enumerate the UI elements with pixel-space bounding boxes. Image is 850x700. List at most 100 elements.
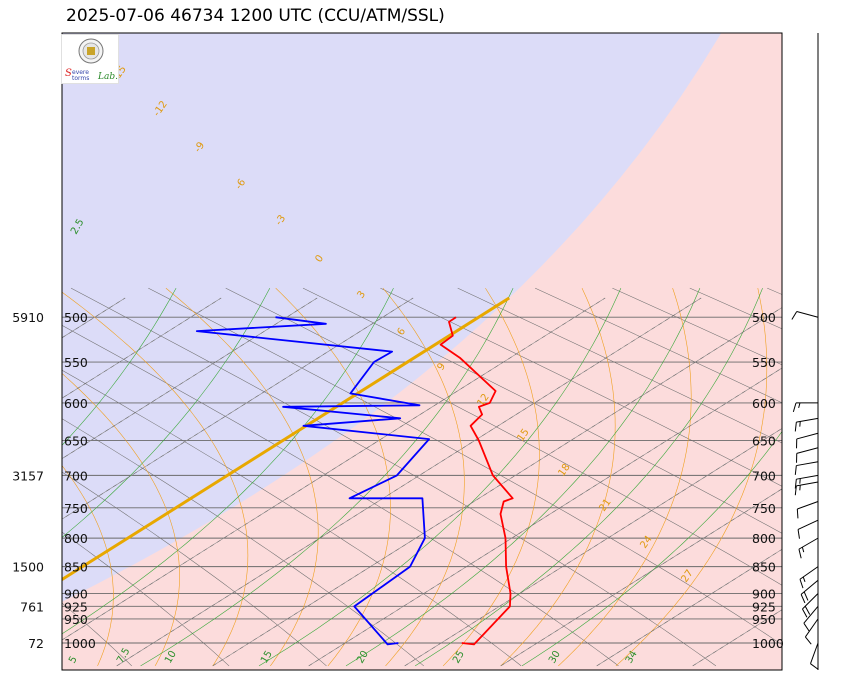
- dry-adiabat: [62, 471, 327, 667]
- moist-adiabat-label: 0: [313, 253, 326, 265]
- moist-adiabat-label: 3: [355, 289, 368, 301]
- dashed-isotherm: [62, 297, 606, 641]
- wind-barb-staff: [796, 417, 819, 423]
- sounding-profiles: [195, 316, 514, 646]
- logo-text-main: S: [65, 68, 72, 79]
- wind-barb-flag: [802, 608, 808, 618]
- wind-barb-flag: [803, 622, 810, 632]
- wind-barb-flag: [797, 529, 800, 539]
- height-label: 3157: [12, 468, 44, 483]
- moist-adiabat-label: 9: [435, 361, 448, 373]
- moist-adiabat-label: 6: [395, 326, 408, 338]
- dry-adiabat: [70, 287, 717, 667]
- pressure-label-left: 750: [64, 501, 88, 516]
- dry-adiabat: [148, 287, 782, 646]
- pressure-label-left: 1000: [64, 636, 96, 651]
- wind-barb-flag: [804, 605, 811, 615]
- dewpoint-profile: [195, 316, 431, 646]
- dry-adiabat: [62, 531, 230, 667]
- wind-barb-staff: [796, 311, 819, 318]
- logo-text-top: evere: [72, 69, 89, 76]
- wind-barb-flag: [792, 402, 797, 413]
- pressure-label-left: 800: [64, 531, 88, 546]
- dry-adiabat: [62, 325, 619, 667]
- mixing-ratio-line: [62, 287, 271, 538]
- freezing-isotherm: [62, 296, 510, 582]
- dashed-isotherm: [308, 367, 782, 667]
- pressure-label-left: 700: [64, 468, 88, 483]
- wind-barb-flag: [791, 311, 798, 320]
- mixing-ratio-line: [140, 287, 514, 667]
- lab-logo: S evere torms Lab.: [61, 34, 119, 84]
- dashed-isotherm: [404, 428, 782, 667]
- wind-barb-staff: [796, 432, 819, 440]
- isotherm: [62, 297, 318, 460]
- wind-barb-halfflag: [801, 547, 805, 553]
- pressure-label-right: 950: [752, 612, 776, 627]
- wind-barb-staff: [797, 501, 819, 510]
- wind-barb-staff: [804, 618, 819, 638]
- pressure-label-right: 900: [752, 586, 776, 601]
- dry-adiabat: [380, 287, 782, 487]
- logo-text-lab: Lab.: [97, 72, 118, 82]
- wind-barb-staff: [796, 461, 819, 467]
- wind-barb-flag: [794, 465, 797, 475]
- wind-barb-staff: [799, 566, 819, 580]
- dry-adiabat-lines: [62, 287, 850, 667]
- wind-barb-staff: [796, 474, 819, 480]
- pressure-label-right: 600: [752, 396, 776, 411]
- wind-barbs: [791, 33, 819, 670]
- moist-adiabat: [382, 287, 465, 667]
- dashed-isotherm: [596, 548, 782, 667]
- moist-adiabat: [165, 287, 319, 667]
- pressure-label-right: 700: [752, 468, 776, 483]
- wind-barb-flag: [794, 422, 797, 432]
- plot-frame: [61, 32, 783, 671]
- dry-adiabat: [225, 287, 782, 586]
- pressure-label-right: 500: [752, 310, 776, 325]
- height-label: 761: [20, 599, 44, 614]
- dry-adiabat: [62, 369, 522, 667]
- isotherm-label: 5: [67, 654, 80, 665]
- pressure-label-left: 600: [64, 396, 88, 411]
- mixing-ratio-line: [345, 287, 701, 667]
- mixing-ratio-line: [62, 287, 177, 446]
- chart-title: 2025-07-06 46734 1200 UTC (CCU/ATM/SSL): [66, 6, 445, 26]
- wind-barb-flag: [800, 594, 806, 604]
- pressure-label-right: 550: [752, 355, 776, 370]
- wind-barb-staff: [797, 519, 819, 530]
- wind-barb-flag: [794, 485, 797, 496]
- wind-barb-staff: [798, 537, 819, 550]
- pressure-label-right: 925: [752, 599, 776, 614]
- moist-adiabat: [275, 287, 391, 667]
- dashed-isotherm: [500, 488, 782, 667]
- wind-barb-staff: [810, 642, 819, 664]
- wind-barb-halfflag: [802, 576, 806, 582]
- moist-adiabat: [442, 287, 540, 667]
- dry-adiabat: [845, 288, 850, 666]
- height-label: 1500: [12, 560, 44, 575]
- pressure-label-left: 850: [64, 560, 88, 575]
- wind-barb-flag: [804, 636, 812, 645]
- wind-barb-flag: [799, 579, 804, 589]
- logo-seal-icon: [78, 38, 104, 64]
- dry-adiabat: [457, 287, 782, 444]
- dashed-isotherm: [116, 297, 702, 667]
- pressure-label-left: 550: [64, 355, 88, 370]
- dashed-isotherm: [212, 307, 782, 667]
- pressure-label-left: 650: [64, 434, 88, 449]
- wind-barb-staff: [802, 593, 819, 610]
- zero-isotherm: [62, 296, 510, 582]
- moist-adiabat: [615, 288, 768, 667]
- wind-barb-flag: [798, 549, 802, 559]
- mixing-ratio-line: [258, 287, 622, 667]
- height-label: 72: [28, 636, 44, 651]
- wind-barb-flag: [796, 508, 799, 519]
- moist-adiabat: [558, 288, 692, 667]
- temperature-profile: [439, 316, 514, 646]
- moist-adiabat: [62, 291, 249, 667]
- isobar-grid: [62, 316, 782, 644]
- wind-barb-flag: [810, 663, 819, 670]
- dashed-isotherm: [62, 297, 414, 520]
